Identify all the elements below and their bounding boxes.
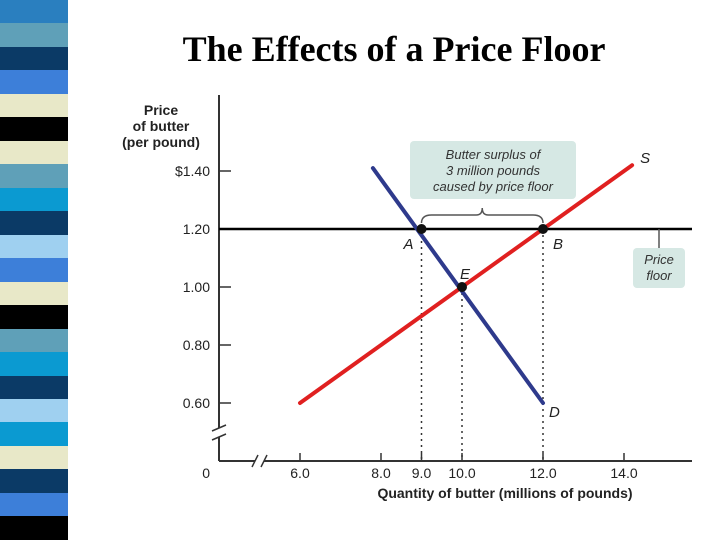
x-tick-label: 9.0 [412,465,432,481]
price-floor-label-line-2: floor [646,268,672,283]
stripe-band [0,516,68,540]
x-tick-label: 6.0 [290,465,310,481]
x-ticks: 6.0 8.0 9.0 10.0 12.0 14.0 [290,453,638,481]
price-floor-box [633,248,685,288]
stripe-band [0,234,68,259]
stripe-band [0,469,68,493]
drop-lines [420,229,544,461]
y-tick-label: 0.60 [183,395,210,411]
y-tick-label: 1.00 [183,279,210,295]
axes [218,95,692,462]
x-axis-label: Quantity of butter (millions of pounds) [377,485,632,501]
y-ticks: 0.60 0.80 1.00 1.20 $1.40 [175,163,231,411]
point-label-e: E [460,266,471,283]
x-tick-label: 14.0 [610,465,637,481]
stripe-band [0,187,68,212]
stripe-band [0,70,68,94]
series-labels: SD [549,150,650,421]
stripe-band [0,445,68,470]
supply-label: S [640,150,650,167]
y-axis-break-mark [211,433,227,441]
point-e [457,282,467,292]
stripe-band [0,93,68,118]
y-axis-label-line-3: (per pound) [122,134,200,150]
surplus-annotation-line-3: caused by price floor [433,179,554,194]
surplus-annotation: Butter surplus of 3 million pounds cause… [410,141,576,224]
price-floor-annotation: Price floor [633,229,685,288]
point-label-b: B [553,236,563,253]
stripe-band [0,492,68,517]
x-axis-break-mark [260,454,268,468]
stripe-band [0,375,68,399]
surplus-annotation-line-1: Butter surplus of [446,147,542,162]
stripe-band [0,164,68,188]
stripe-band [0,117,68,141]
stripe-band [0,140,68,165]
point-a [416,224,427,234]
y-tick-label: 1.20 [183,221,210,237]
surplus-annotation-line-2: 3 million pounds [446,163,540,178]
surplus-brace [420,207,544,224]
demand-label: D [549,404,560,421]
stripe-band [0,398,68,423]
x-axis-break-gap [255,457,264,465]
x-tick-label: 12.0 [529,465,556,481]
stripe-band [0,258,68,282]
x-tick-label: 8.0 [371,465,391,481]
slide-title: The Effects of a Price Floor [182,29,606,69]
y-origin-label: 0 [202,465,210,481]
stripe-band [0,46,68,71]
point-label-a: A [403,236,414,253]
y-axis-break-gap [215,428,223,437]
stripe-band [0,422,68,446]
stripe-band [0,0,68,24]
x-tick-label: 10.0 [448,465,475,481]
price-floor-label-line-1: Price [644,252,674,267]
stripe-band [0,281,68,306]
axis-breaks [211,424,268,468]
y-tick-label: $1.40 [175,163,210,179]
stripe-band [0,352,68,376]
y-axis-label-line-1: Price [144,102,178,118]
stripe-band [0,305,68,329]
equilibrium-points: A B E [403,224,563,292]
point-b [538,224,548,234]
stripe-band [0,23,68,47]
y-axis-label: Price of butter (per pound) [122,102,200,150]
stripe-band [0,328,68,353]
x-axis-break-mark [251,454,259,468]
y-axis-label-line-2: of butter [133,118,190,134]
decorative-stripe [0,0,68,540]
y-tick-label: 0.80 [183,337,210,353]
y-axis-break-mark [211,424,227,432]
stripe-band [0,211,68,235]
surplus-annotation-box [410,141,576,199]
